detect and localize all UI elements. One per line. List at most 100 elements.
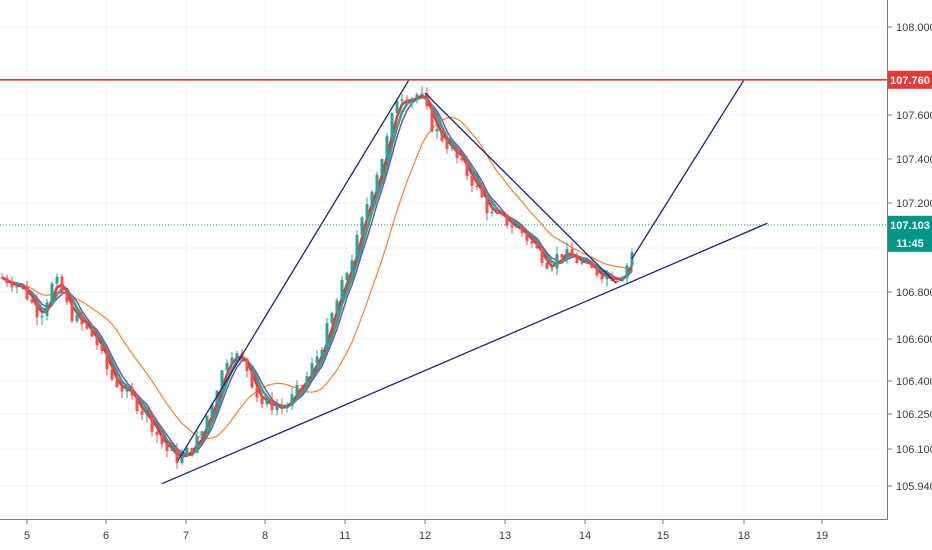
- candle-body: [430, 106, 434, 132]
- candle-body: [600, 275, 604, 280]
- candle-body: [435, 128, 439, 132]
- pullback-trendline: [424, 92, 617, 284]
- candle-body: [245, 358, 249, 372]
- candle-body: [80, 314, 84, 325]
- candle-body: [195, 436, 199, 453]
- candle-body: [525, 232, 529, 241]
- candle-body: [350, 260, 354, 273]
- candle-body: [215, 390, 219, 405]
- candle-body: [95, 336, 99, 346]
- candle-body: [185, 447, 189, 457]
- candle-body: [5, 277, 9, 284]
- x-tick-label: 18: [738, 530, 750, 542]
- candle-body: [75, 314, 79, 322]
- candle-body: [380, 159, 384, 175]
- candle-body: [30, 299, 34, 303]
- candle-body: [495, 211, 499, 213]
- resistance-tag: [888, 70, 932, 89]
- candle-body: [105, 350, 109, 370]
- time-axis[interactable]: 5 6 7 8 11 12 13 14 15 18 19: [24, 519, 828, 542]
- candle-body: [405, 99, 409, 103]
- x-tick-label: 7: [183, 530, 189, 542]
- candle-body: [575, 256, 579, 263]
- candle-body: [315, 356, 319, 364]
- candle-body: [255, 387, 259, 398]
- candle-body: [140, 411, 144, 415]
- candle-body: [490, 211, 494, 214]
- candle-body: [540, 248, 544, 263]
- candle-body: [225, 362, 229, 371]
- candle-body: [305, 376, 309, 386]
- candle-body: [470, 175, 474, 186]
- candle-body: [85, 324, 89, 329]
- candle-body: [180, 456, 184, 464]
- y-tick-label: 105.940: [896, 481, 932, 493]
- x-tick-label: 11: [339, 530, 350, 542]
- candle-body: [465, 160, 469, 176]
- candle-body: [145, 413, 149, 415]
- grid: [0, 0, 887, 519]
- candle-body: [155, 431, 159, 435]
- candle-body: [445, 140, 449, 149]
- x-tick-label: 8: [262, 530, 268, 542]
- y-tick-label: 106.250: [896, 409, 932, 421]
- price-lines: [0, 79, 887, 226]
- trendlines: [161, 79, 768, 485]
- projection-trendline: [631, 79, 745, 260]
- candle-body: [345, 272, 349, 281]
- candle-body: [365, 204, 369, 218]
- candle-body: [565, 248, 569, 258]
- candle-body: [70, 302, 74, 322]
- candle-body: [115, 379, 119, 388]
- candle-body: [375, 174, 379, 192]
- last-price-tag: [888, 215, 932, 252]
- candle-body: [420, 93, 424, 95]
- candle-body: [400, 99, 404, 101]
- candle-body: [545, 262, 549, 269]
- candle-body: [580, 262, 584, 264]
- y-tick-label: 108.000: [896, 22, 932, 34]
- candle-body: [480, 186, 484, 198]
- candle-body: [325, 323, 329, 350]
- candle-body: [320, 349, 324, 357]
- y-tick-label: 107.200: [896, 198, 932, 210]
- price-axis[interactable]: 108.000 107.600 107.400 107.200 106.800 106.6…: [887, 22, 932, 493]
- candle-body: [150, 413, 154, 432]
- candle-body: [425, 93, 429, 107]
- candle-body: [385, 136, 389, 160]
- candle-body: [460, 157, 464, 161]
- candle-body: [535, 243, 539, 249]
- candle-body: [230, 357, 234, 363]
- candle-body: [280, 406, 284, 408]
- candle-body: [550, 268, 554, 270]
- candle-body: [25, 286, 29, 300]
- candle-body: [285, 405, 289, 408]
- candle-body: [260, 397, 264, 405]
- candle-body: [335, 300, 339, 314]
- impulse-trendline: [177, 79, 410, 461]
- ma-slow-line: [1, 116, 633, 440]
- candle-body: [310, 363, 314, 377]
- candle-body: [220, 370, 224, 391]
- candle-body: [165, 444, 169, 451]
- candle-body: [485, 197, 489, 214]
- candle-body: [175, 448, 179, 464]
- candle-body: [40, 315, 44, 318]
- y-tick-label: 107.600: [896, 110, 932, 122]
- candle-body: [295, 385, 299, 395]
- candle-body: [615, 280, 619, 282]
- candles: [0, 86, 634, 469]
- candle-body: [15, 285, 19, 288]
- candle-body: [500, 212, 504, 215]
- candle-body: [395, 100, 399, 114]
- candle-body: [570, 248, 574, 257]
- last-price-tag-label: 107.103: [890, 220, 930, 232]
- candle-body: [275, 406, 279, 411]
- candle-body: [625, 265, 629, 279]
- candle-body: [55, 276, 59, 284]
- x-tick-label: 15: [657, 530, 669, 542]
- candle-body: [475, 185, 479, 187]
- candle-body: [595, 268, 599, 276]
- candle-body: [360, 217, 364, 235]
